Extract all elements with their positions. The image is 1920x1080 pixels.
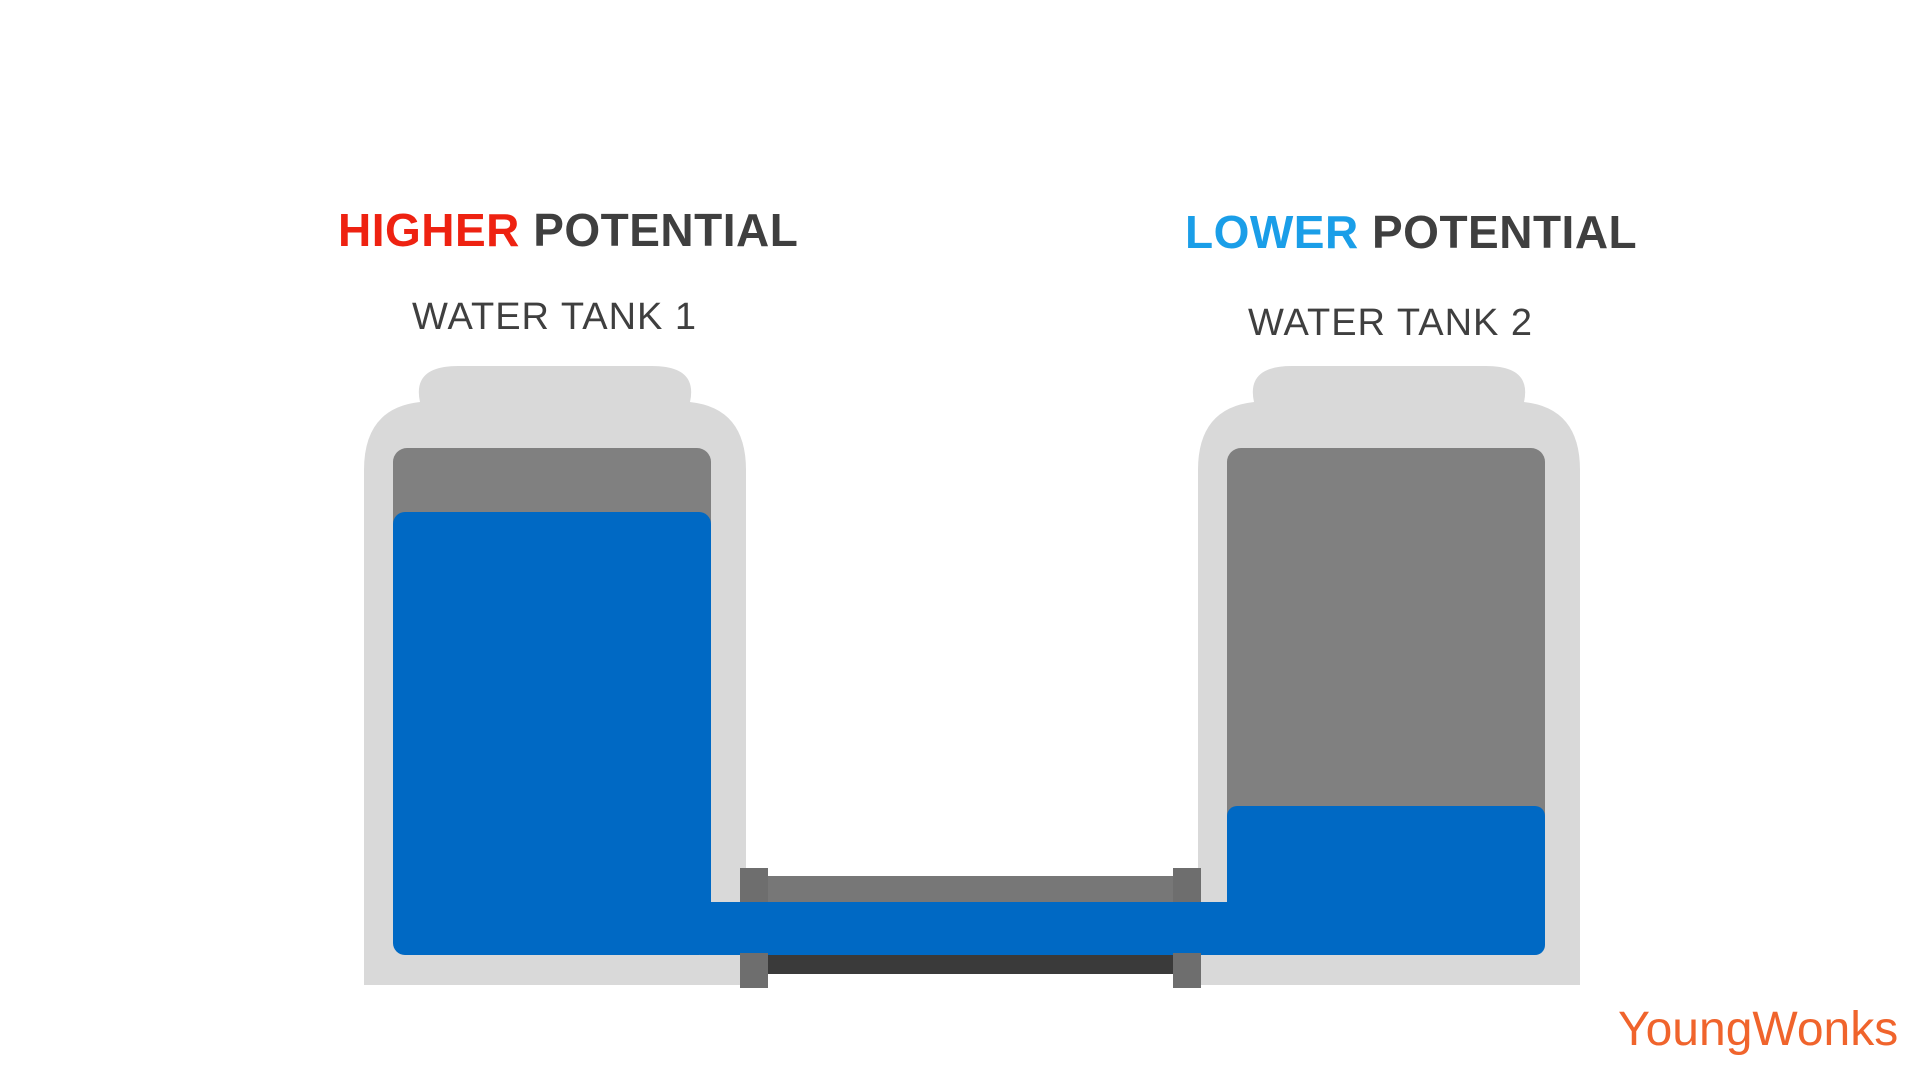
tank-1-water xyxy=(393,512,711,955)
pipe-flange-right xyxy=(1173,868,1201,988)
pipe-top-wall xyxy=(760,876,1180,902)
potential-word: POTENTIAL xyxy=(1371,206,1638,258)
lower-potential-heading: LOWER POTENTIAL xyxy=(1185,205,1637,259)
water xyxy=(393,512,1545,955)
pipe-flange-left xyxy=(740,868,768,988)
flange-left-top xyxy=(740,868,768,902)
flange-left-bottom xyxy=(740,953,768,988)
tank-2-water xyxy=(1227,806,1545,955)
flange-right-top xyxy=(1173,868,1201,902)
lower-word: LOWER xyxy=(1185,206,1359,258)
youngwonks-logo: YoungWonks xyxy=(1618,1003,1899,1056)
higher-word: HIGHER xyxy=(338,204,520,256)
higher-potential-heading: HIGHER POTENTIAL xyxy=(338,203,798,257)
potential-word: POTENTIAL xyxy=(533,204,799,256)
flange-right-bottom xyxy=(1173,953,1201,988)
pipe-water xyxy=(700,902,1240,955)
water-tank-1-label: WATER TANK 1 xyxy=(412,296,698,338)
water-tank-2-label: WATER TANK 2 xyxy=(1248,302,1534,344)
